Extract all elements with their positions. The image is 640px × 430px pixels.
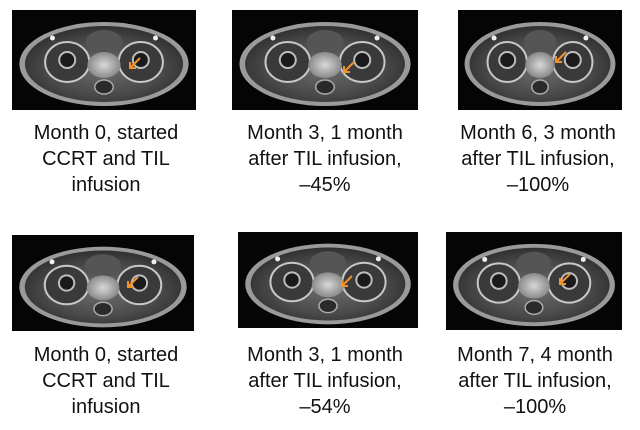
caption-3-line-3: –100% xyxy=(506,174,570,196)
caption-4-line-1: Month 0, started xyxy=(33,344,179,366)
mri-slice-graphic xyxy=(464,22,616,106)
caption-3-line-2: after TIL infusion, xyxy=(461,148,615,170)
mri-scan-5 xyxy=(238,232,418,328)
caption-3: Month 6, 3 month after TIL infusion, –10… xyxy=(438,120,638,198)
tumor-arrow-icon xyxy=(341,275,353,287)
caption-3-line-1: Month 6, 3 month xyxy=(460,122,616,144)
mri-slice-graphic xyxy=(19,246,187,328)
caption-1: Month 0, started CCRT and TIL infusion xyxy=(8,120,204,198)
tumor-arrow-icon xyxy=(343,61,355,73)
caption-1-line-1: Month 0, started xyxy=(33,122,179,144)
caption-1-line-3: infusion xyxy=(71,174,141,196)
caption-5-line-1: Month 3, 1 month xyxy=(247,344,403,366)
mri-scan-4 xyxy=(12,235,194,331)
caption-6: Month 7, 4 month after TIL infusion, –10… xyxy=(432,342,638,420)
mri-scan-2 xyxy=(232,10,418,110)
tumor-arrow-icon xyxy=(127,276,139,288)
caption-2-line-2: after TIL infusion, xyxy=(248,148,402,170)
mri-slice-graphic xyxy=(453,243,615,327)
caption-5-line-2: after TIL infusion, xyxy=(248,370,402,392)
mri-slice-graphic xyxy=(239,22,411,106)
caption-4: Month 0, started CCRT and TIL infusion xyxy=(8,342,204,420)
mri-slice-graphic xyxy=(245,243,411,325)
caption-5-line-3: –54% xyxy=(299,396,351,418)
tumor-arrow-icon xyxy=(129,57,141,69)
mri-scan-1 xyxy=(12,10,196,110)
caption-6-line-2: after TIL infusion, xyxy=(458,370,612,392)
tumor-arrow-icon xyxy=(555,51,567,63)
caption-6-line-3: –100% xyxy=(503,396,567,418)
caption-2: Month 3, 1 month after TIL infusion, –45… xyxy=(222,120,428,198)
caption-2-line-3: –45% xyxy=(299,174,351,196)
tumor-arrow-icon xyxy=(559,273,571,285)
caption-1-line-2: CCRT and TIL xyxy=(42,148,170,170)
mri-scan-3 xyxy=(458,10,622,110)
caption-4-line-3: infusion xyxy=(71,396,141,418)
caption-6-line-1: Month 7, 4 month xyxy=(457,344,613,366)
mri-scan-6 xyxy=(446,232,622,330)
caption-4-line-2: CCRT and TIL xyxy=(42,370,170,392)
caption-2-line-1: Month 3, 1 month xyxy=(247,122,403,144)
mri-slice-graphic xyxy=(19,22,189,106)
caption-5: Month 3, 1 month after TIL infusion, –54… xyxy=(222,342,428,420)
